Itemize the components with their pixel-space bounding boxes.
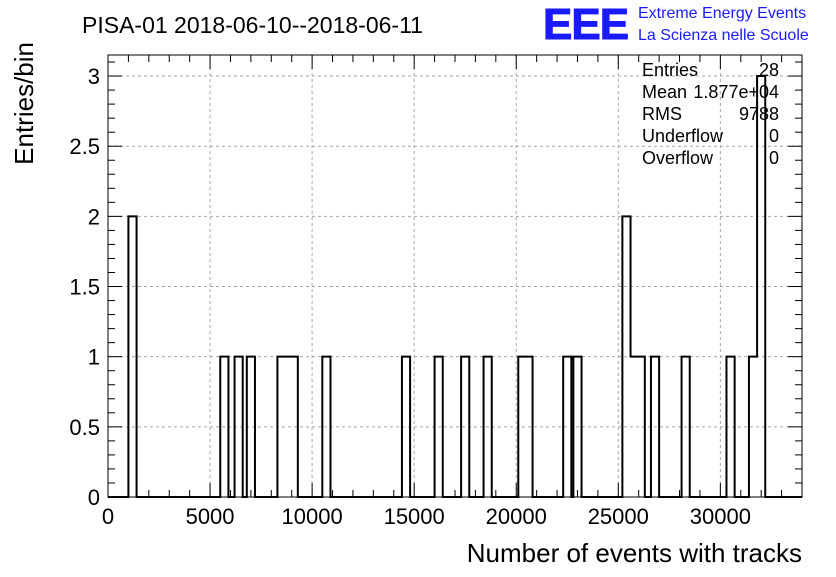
x-tick-label: 15000 xyxy=(384,504,445,529)
stats-value: 28 xyxy=(759,60,779,80)
stats-label: Underflow xyxy=(642,126,724,146)
logo-line2: La Scienza nelle Scuole xyxy=(638,27,809,44)
x-tick-label: 20000 xyxy=(486,504,547,529)
stats-label: Entries xyxy=(642,60,698,80)
x-tick-label: 5000 xyxy=(186,504,235,529)
x-axis-label: Number of events with tracks xyxy=(467,538,802,568)
stats-value: 0 xyxy=(769,126,779,146)
stats-value: 1.877e+04 xyxy=(693,82,779,102)
y-tick-label: 0.5 xyxy=(69,415,100,440)
stats-box: Entries 28 Mean 1.877e+04 RMS 9788 Underflow 0 O… xyxy=(642,60,779,168)
y-tick-label: 1 xyxy=(88,345,100,370)
stats-label: Overflow xyxy=(642,148,714,168)
logo-line1: Extreme Energy Events xyxy=(638,5,806,22)
x-tick-label: 10000 xyxy=(282,504,343,529)
y-tick-label: 1.5 xyxy=(69,275,100,300)
y-tick-label: 0 xyxy=(88,485,100,510)
y-tick-label: 2.5 xyxy=(69,134,100,159)
stats-label: RMS xyxy=(642,104,682,124)
stats-value: 0 xyxy=(769,148,779,168)
x-tick-label: 25000 xyxy=(588,504,649,529)
ticks-layer: 0 5000 10000 15000 20000 25000 30000 0 0.5 1 1.5 2 2… xyxy=(69,55,802,529)
y-tick-label: 2 xyxy=(88,204,100,229)
x-tick-label: 30000 xyxy=(690,504,751,529)
x-tick-label: 0 xyxy=(102,504,114,529)
y-tick-label: 3 xyxy=(88,64,100,89)
stats-label: Mean xyxy=(642,82,687,102)
y-axis-label: Entries/bin xyxy=(9,42,39,165)
logo-letters: EEE xyxy=(543,0,628,49)
stats-value: 9788 xyxy=(739,104,779,124)
eee-logo: EEE Extreme Energy Events La Scienza nel… xyxy=(543,0,809,50)
grid-layer xyxy=(108,55,802,497)
chart-title: PISA-01 2018-06-10--2018-06-11 xyxy=(82,12,423,38)
